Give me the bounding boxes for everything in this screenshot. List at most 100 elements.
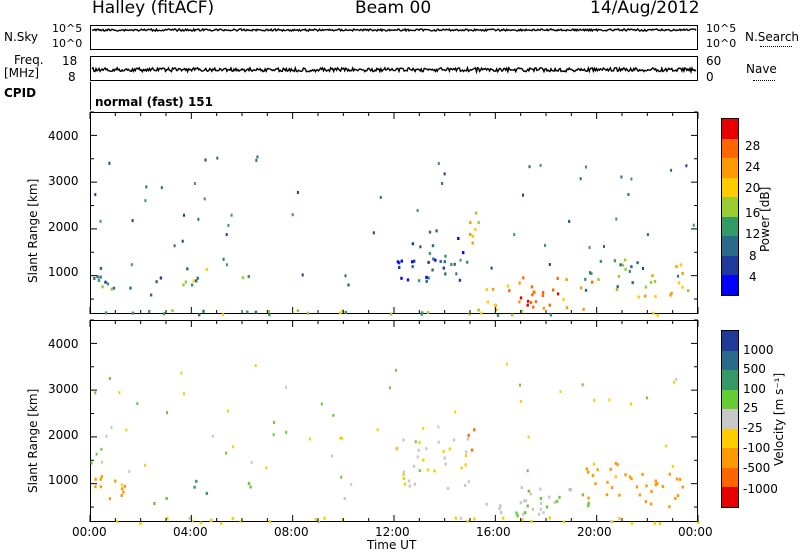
power-echo-cell [455, 272, 458, 276]
power-echo-cell [644, 294, 647, 298]
colorbar-segment [722, 331, 738, 351]
power-cbar-tick: 20 [745, 181, 761, 195]
velocity-echo-cell [416, 455, 419, 459]
power-echo-cell [291, 213, 294, 217]
power-echo-cell [428, 230, 432, 234]
velocity-echo-cell [671, 465, 674, 468]
velocity-echo-cell [454, 410, 457, 414]
power-echo-cell [437, 162, 440, 165]
velocity-echo-cell [226, 409, 229, 413]
power-echo-cell [241, 276, 245, 280]
power-echo-cell [427, 276, 430, 280]
velocity-echo-cell [596, 468, 599, 472]
power-echo-cell [539, 163, 542, 167]
velocity-echo-cell [339, 436, 342, 440]
power-echo-cell [94, 193, 97, 197]
power-echo-cell [644, 285, 648, 289]
velocity-echo-cell [467, 433, 470, 437]
power-echo-cell [400, 276, 403, 280]
power-echo-cell [411, 242, 415, 246]
velocity-echo-cell [616, 463, 619, 467]
power-echo-cell [398, 266, 401, 269]
power-echo-cell [296, 309, 300, 313]
power-echo-cell [565, 278, 568, 282]
power-echo-cell [246, 310, 249, 314]
velocity-echo-cell [673, 380, 676, 384]
velocity-echo-cell [136, 402, 139, 406]
x-tick: 00:00 [72, 525, 107, 539]
velocity-echo-cell [250, 460, 253, 464]
velocity-echo-cell [526, 504, 529, 508]
velocity-echo-cell [654, 483, 658, 487]
power-echo-cell [617, 274, 621, 278]
velocity-echo-cell [265, 466, 268, 470]
velocity-cbar-tick: 100 [743, 382, 766, 396]
velocity-echo-cell [183, 392, 185, 396]
power-echo-cell [597, 278, 600, 281]
power-echo-cell [108, 161, 111, 165]
power-echo-cell [544, 243, 546, 247]
power-echo-cell [400, 259, 403, 263]
power-echo-cell [301, 273, 304, 277]
power-echo-cell [255, 158, 258, 162]
power-echo-cell [162, 312, 166, 316]
freq-tick-top: 18 [62, 54, 78, 68]
x-tick: 08:00 [274, 525, 309, 539]
velocity-echo-cell [220, 521, 223, 525]
velocity-echo-cell [559, 390, 562, 394]
velocity-echo-cell [254, 364, 257, 368]
power-echo-cell [615, 217, 618, 221]
velocity-cbar-tick: -25 [743, 421, 763, 435]
power-echo-cell [225, 233, 228, 237]
power-echo-cell [202, 309, 205, 313]
velocity-echo-cell [539, 501, 543, 505]
power-echo-cell [522, 276, 525, 280]
power-echo-cell [425, 279, 428, 283]
power-echo-cell [396, 260, 400, 264]
power-cbar-label: Power [dB] [758, 186, 772, 252]
power-echo-cell [471, 235, 475, 238]
velocity-echo-cell [610, 486, 614, 490]
velocity-cbar-tick: 25 [743, 401, 759, 415]
power-echo-cell [513, 233, 516, 237]
velocity-echo-cell [650, 490, 653, 493]
velocity-echo-cell [658, 522, 662, 525]
power-echo-cell [443, 260, 446, 264]
velocity-echo-cell [520, 400, 523, 403]
velocity-echo-cell [231, 517, 234, 520]
velocity-echo-cell [205, 491, 208, 495]
power-echo-cell [679, 263, 683, 267]
power-echo-cell [542, 306, 546, 310]
velocity-echo-cell [665, 444, 668, 448]
velocity-echo-cell [139, 522, 142, 525]
power-echo-cell [435, 229, 438, 233]
velocity-echo-cell [464, 463, 467, 467]
velocity-echo-cell [273, 421, 276, 424]
power-echo-cell [681, 285, 684, 289]
velocity-echo-cell [166, 516, 169, 520]
colorbar-segment [722, 158, 738, 178]
velocity-echo-cell [674, 497, 677, 500]
power-echo-cell [541, 294, 545, 298]
power-echo-cell [372, 231, 375, 235]
power-echo-cell [347, 283, 350, 287]
power-echo-cell [462, 251, 465, 255]
velocity-echo-cell [105, 434, 108, 438]
power-echo-cell [339, 311, 342, 315]
power-echo-cell [171, 309, 174, 313]
power-echo-cell [599, 259, 603, 263]
power-echo-cell [406, 278, 410, 282]
velocity-echo-cell [108, 377, 111, 380]
power-echo-cell [620, 175, 623, 179]
velocity-echo-cell [272, 433, 275, 437]
velocity-echo-cell [558, 495, 561, 499]
power-cbar-tick: 28 [745, 139, 761, 153]
velocity-echo-cell [446, 487, 450, 490]
power-echo-cell [496, 314, 500, 317]
power-echo-cell [444, 272, 447, 276]
velocity-echo-cell [524, 499, 528, 503]
power-echo-cell [431, 244, 435, 248]
power-echo-cell [106, 282, 110, 286]
power-echo-cell [568, 219, 571, 223]
colorbar-segment [722, 350, 738, 371]
